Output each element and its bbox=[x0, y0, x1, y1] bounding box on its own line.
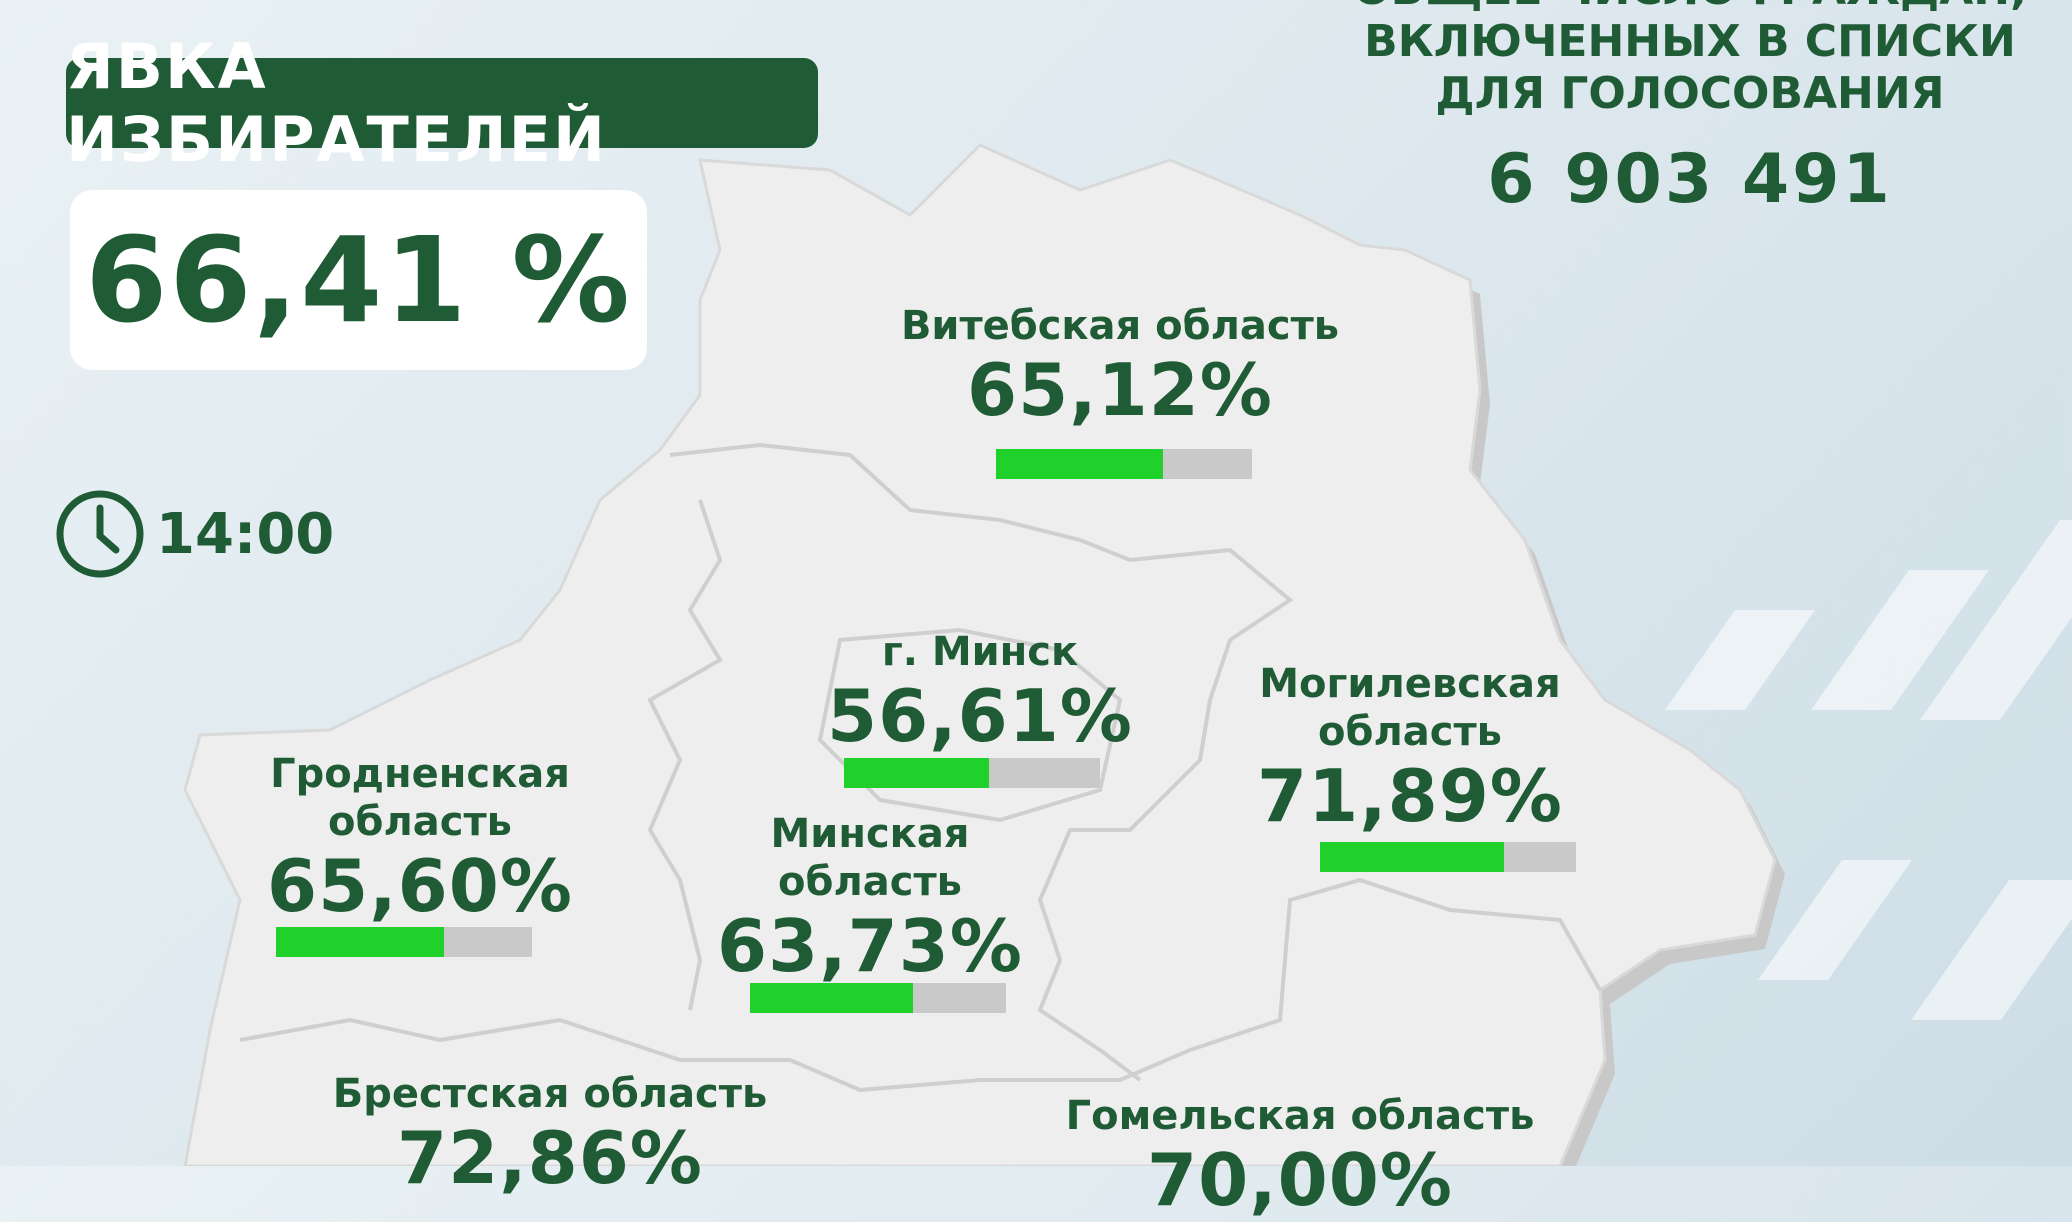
turnout-bar-grodno bbox=[276, 927, 532, 957]
region-name: область bbox=[1318, 709, 1502, 755]
region-percent: 63,73% bbox=[717, 904, 1023, 988]
region-brest: Брестская область 72,86% bbox=[290, 1070, 810, 1198]
region-gomel: Гомельская область 70,00% bbox=[1040, 1092, 1560, 1220]
region-minsk-region: Минская область 63,73% bbox=[680, 810, 1060, 986]
border-grodno-minsk bbox=[647, 499, 723, 1011]
total-turnout-value: 66,41 % bbox=[85, 211, 632, 349]
region-percent: 72,86% bbox=[397, 1116, 703, 1200]
time-row: 14:00 bbox=[52, 486, 334, 582]
border-vitebsk bbox=[669, 442, 1294, 701]
border-minsk-city bbox=[817, 627, 1123, 823]
turnout-bar-minsk-city bbox=[844, 758, 1100, 788]
time-value: 14:00 bbox=[156, 501, 335, 567]
clock-icon bbox=[56, 490, 144, 578]
region-percent: 65,60% bbox=[267, 844, 573, 928]
voters-heading: ОБЩЕЕ ЧИСЛО ГРАЖДАН, ВКЛЮЧЕННЫХ В СПИСКИ… bbox=[1330, 0, 2050, 120]
border-south bbox=[239, 877, 1602, 1093]
region-percent: 71,89% bbox=[1257, 754, 1563, 838]
region-name: Гродненская bbox=[270, 751, 570, 797]
region-name: г. Минск bbox=[881, 629, 1079, 675]
region-minsk-city: г. Минск 56,61% bbox=[780, 628, 1180, 756]
turnout-bar-minsk-region bbox=[750, 983, 1006, 1013]
region-percent: 70,00% bbox=[1147, 1138, 1453, 1222]
turnout-bar-fill bbox=[1320, 842, 1505, 872]
title-text: ЯВКА ИЗБИРАТЕЛЕЙ bbox=[66, 30, 607, 176]
region-name: Витебская область bbox=[900, 303, 1340, 349]
turnout-bar-fill bbox=[750, 983, 914, 1013]
turnout-bar-fill bbox=[276, 927, 444, 957]
region-mogilev: Могилевская область 71,89% bbox=[1210, 660, 1610, 836]
title-banner: ЯВКА ИЗБИРАТЕЛЕЙ bbox=[66, 30, 818, 176]
border-minsk-mogilev bbox=[1037, 699, 1212, 1082]
region-grodno: Гродненская область 65,60% bbox=[210, 750, 630, 926]
region-vitebsk: Витебская область 65,12% bbox=[860, 302, 1380, 430]
region-name: Брестская область bbox=[332, 1071, 768, 1117]
voters-heading-line: ВКЛЮЧЕННЫХ В СПИСКИ bbox=[1364, 16, 2016, 67]
region-percent: 65,12% bbox=[967, 348, 1273, 432]
total-turnout-box: 66,41 % bbox=[70, 190, 647, 370]
region-percent: 56,61% bbox=[827, 674, 1133, 758]
map-outline bbox=[183, 143, 1777, 1166]
region-name: область bbox=[328, 799, 512, 845]
turnout-bar-fill bbox=[844, 758, 989, 788]
region-name: Гомельская область bbox=[1065, 1093, 1535, 1139]
region-name: Минская bbox=[770, 811, 970, 857]
voters-heading-line: ДЛЯ ГОЛОСОВАНИЯ bbox=[1435, 68, 1945, 119]
turnout-bar-fill bbox=[996, 449, 1163, 479]
voters-heading-line: ОБЩЕЕ ЧИСЛО ГРАЖДАН, bbox=[1330, 0, 2050, 16]
turnout-bar-mogilev bbox=[1320, 842, 1576, 872]
belarus-map bbox=[183, 143, 1785, 1166]
voters-count: 6 903 491 bbox=[1487, 140, 1893, 219]
turnout-bar-vitebsk bbox=[996, 449, 1252, 479]
region-name: область bbox=[778, 859, 962, 905]
region-name: Могилевская bbox=[1259, 661, 1561, 707]
